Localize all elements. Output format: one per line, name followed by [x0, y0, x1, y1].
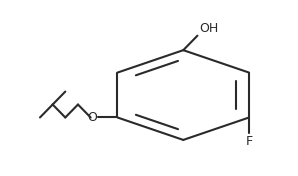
Text: OH: OH	[199, 22, 218, 35]
Text: F: F	[246, 135, 253, 148]
Text: O: O	[87, 111, 97, 124]
